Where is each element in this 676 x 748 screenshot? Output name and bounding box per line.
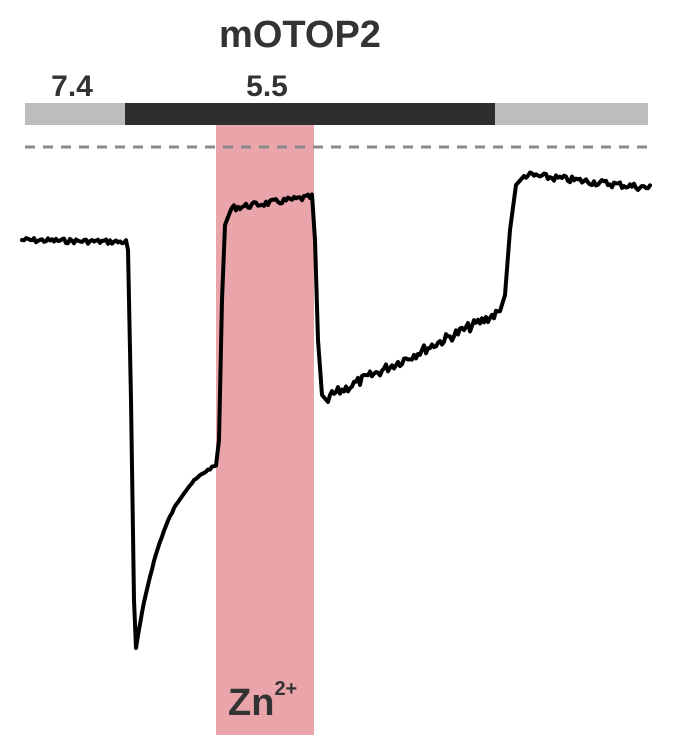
ph-bar-acid xyxy=(125,103,495,125)
zn-ion-label: Zn xyxy=(228,682,274,724)
ph-label-baseline: 7.4 xyxy=(51,70,93,103)
ph-label-acid: 5.5 xyxy=(246,70,288,103)
ph-bar-baseline-right xyxy=(495,103,648,125)
zn-application-band xyxy=(216,125,314,735)
zn-charge-label: 2+ xyxy=(274,678,297,700)
zn-label: Zn2+ xyxy=(228,678,297,724)
figure-title: mOTOP2 xyxy=(219,14,381,56)
current-trace xyxy=(20,170,652,650)
ph-bar-baseline-left xyxy=(25,103,125,125)
